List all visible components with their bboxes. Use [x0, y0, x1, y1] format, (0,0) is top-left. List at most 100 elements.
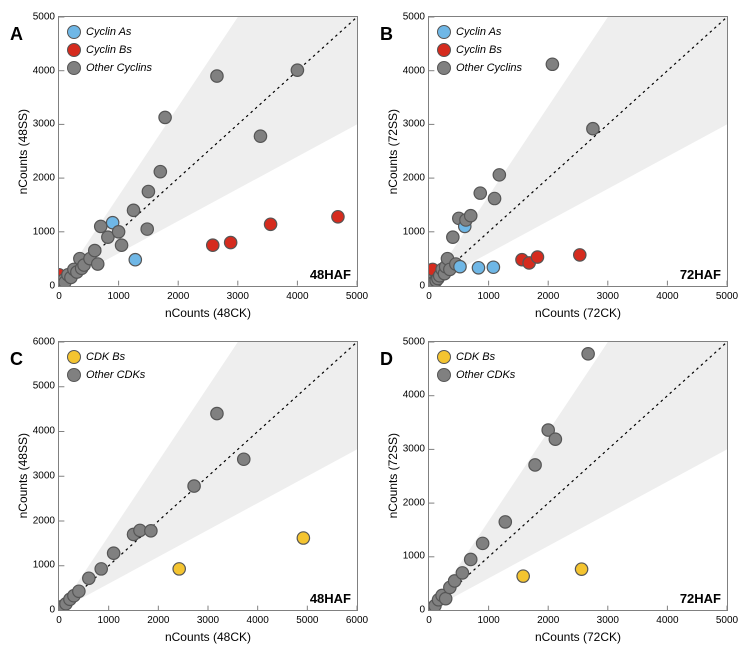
y-axis-label: nCounts (72SS): [386, 341, 400, 612]
legend: Cyclin As Cyclin Bs Other Cyclins: [437, 23, 522, 77]
plot-area: CDK BsOther CDKs72HAF0100020003000400050…: [428, 341, 728, 612]
legend-marker: [437, 350, 451, 364]
data-point: [173, 562, 185, 574]
data-point: [127, 204, 139, 216]
data-point: [254, 130, 266, 142]
x-axis-label: nCounts (72CK): [428, 306, 728, 320]
x-tick-label: 1000: [107, 291, 129, 302]
data-point: [141, 223, 153, 235]
legend-item: Cyclin Bs: [67, 41, 152, 59]
data-point: [73, 585, 85, 597]
legend: CDK Bs Other CDKs: [67, 348, 145, 384]
data-point: [465, 209, 477, 221]
legend-item: Cyclin As: [437, 23, 522, 41]
legend-marker: [67, 368, 81, 382]
data-point: [92, 258, 104, 270]
data-point: [488, 192, 500, 204]
data-point: [476, 537, 488, 549]
data-point: [531, 251, 543, 263]
y-axis-label-text: nCounts (48SS): [16, 433, 30, 518]
data-point: [332, 211, 344, 223]
legend-item: Cyclin As: [67, 23, 152, 41]
data-point: [129, 254, 141, 266]
legend-marker: [67, 350, 81, 364]
data-point: [447, 231, 459, 243]
x-tick-label: 4000: [286, 291, 308, 302]
data-point: [188, 479, 200, 491]
plot-area: CDK BsOther CDKs48HAF0100020003000400050…: [58, 341, 358, 612]
y-axis-label: nCounts (48SS): [16, 341, 30, 612]
data-point: [529, 458, 541, 470]
data-point: [89, 244, 101, 256]
x-tick-label: 0: [426, 291, 432, 302]
y-axis-label-text: nCounts (72SS): [386, 433, 400, 518]
legend: Cyclin As Cyclin Bs Other Cyclins: [67, 23, 152, 77]
panel-C: CCDK BsOther CDKs48HAF010002000300040005…: [10, 335, 362, 646]
data-point: [574, 249, 586, 261]
panel-A: ACyclin AsCyclin BsOther Cyclins48HAF010…: [10, 10, 362, 321]
data-point: [291, 64, 303, 76]
data-point: [499, 515, 511, 527]
y-axis-label-text: nCounts (48SS): [16, 109, 30, 194]
plot-area: Cyclin AsCyclin BsOther Cyclins72HAF0100…: [428, 16, 728, 287]
data-point: [493, 169, 505, 181]
data-point: [575, 562, 587, 574]
legend-label: Other Cyclins: [86, 62, 152, 74]
plot-area: Cyclin AsCyclin BsOther Cyclins48HAF0100…: [58, 16, 358, 287]
y-axis-label: nCounts (72SS): [386, 16, 400, 287]
x-axis-label: nCounts (72CK): [428, 630, 728, 644]
y-axis-label: nCounts (48SS): [16, 16, 30, 287]
data-point: [207, 239, 219, 251]
x-tick-label: 3000: [197, 615, 219, 626]
x-tick-label: 4000: [656, 291, 678, 302]
legend-marker: [67, 61, 81, 75]
data-point: [211, 407, 223, 419]
x-tick-label: 2000: [147, 615, 169, 626]
data-point: [95, 562, 107, 574]
legend: CDK BsOther CDKs: [437, 348, 515, 384]
data-point: [297, 531, 309, 543]
x-tick-label: 1000: [477, 615, 499, 626]
legend-marker: [437, 43, 451, 57]
data-point: [454, 261, 466, 273]
panel-tag: 48HAF: [310, 267, 351, 282]
legend-marker: [67, 25, 81, 39]
panel-tag: 48HAF: [310, 591, 351, 606]
legend-label: Other CDKs: [86, 369, 145, 381]
data-point: [154, 165, 166, 177]
legend-label: Cyclin Bs: [456, 44, 502, 56]
x-tick-label: 0: [426, 615, 432, 626]
legend-marker: [67, 43, 81, 57]
x-tick-label: 0: [56, 615, 62, 626]
legend-item: CDK Bs: [437, 348, 515, 366]
data-point: [474, 187, 486, 199]
x-tick-label: 5000: [716, 615, 738, 626]
legend-label: CDK Bs: [456, 351, 495, 363]
panel-B: BCyclin AsCyclin BsOther Cyclins72HAF010…: [380, 10, 732, 321]
legend-label: Cyclin Bs: [86, 44, 132, 56]
legend-label: Other Cyclins: [456, 62, 522, 74]
legend-item: Other Cyclins: [67, 59, 152, 77]
legend-item: Cyclin Bs: [437, 41, 522, 59]
legend-item: CDK Bs: [67, 348, 145, 366]
figure-grid: ACyclin AsCyclin BsOther Cyclins48HAF010…: [10, 10, 732, 645]
data-point: [264, 218, 276, 230]
legend-marker: [437, 25, 451, 39]
data-point: [112, 226, 124, 238]
x-tick-label: 4000: [247, 615, 269, 626]
panel-tag: 72HAF: [680, 267, 721, 282]
legend-marker: [437, 368, 451, 382]
data-point: [456, 566, 468, 578]
data-point: [487, 261, 499, 273]
legend-label: Cyclin As: [86, 26, 131, 38]
data-point: [224, 236, 236, 248]
x-tick-label: 5000: [296, 615, 318, 626]
legend-marker: [437, 61, 451, 75]
data-point: [582, 347, 594, 359]
x-tick-label: 1000: [477, 291, 499, 302]
x-tick-label: 3000: [597, 291, 619, 302]
data-point: [83, 572, 95, 584]
panel-D: DCDK BsOther CDKs72HAF010002000300040005…: [380, 335, 732, 646]
y-axis-label-text: nCounts (72SS): [386, 109, 400, 194]
data-point: [517, 569, 529, 581]
